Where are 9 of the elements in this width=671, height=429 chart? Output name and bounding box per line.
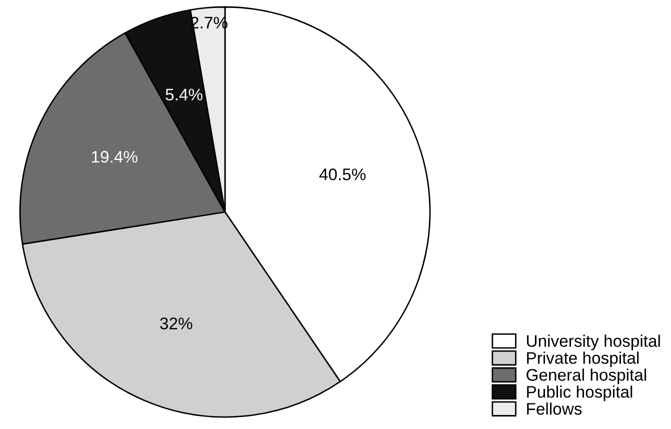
legend-label: General hospital (526, 368, 646, 384)
legend-label: Fellows (527, 402, 582, 415)
legend-label: University hospital (527, 334, 660, 350)
data-label: 19.4% (92, 150, 138, 163)
legend-label: Public hospital (527, 386, 632, 402)
data-label: 32% (160, 318, 192, 330)
legend-label: Private hospital (527, 352, 639, 368)
data-label: 40.5% (319, 168, 366, 180)
data-label: 5.4% (166, 88, 202, 100)
